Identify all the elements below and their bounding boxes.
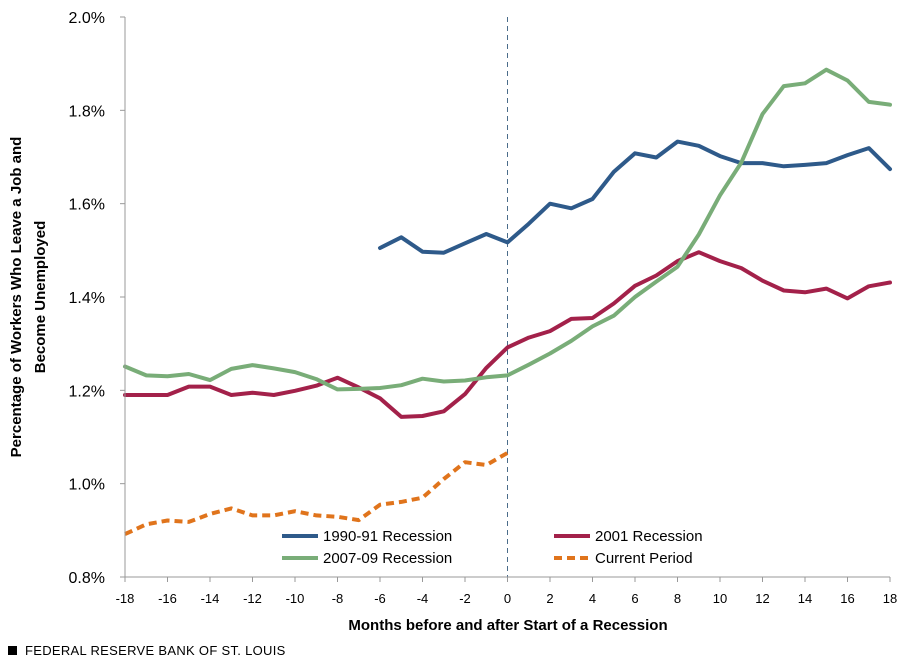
- x-tick-label: 12: [755, 591, 769, 606]
- x-tick-label: -12: [243, 591, 262, 606]
- y-tick-label: 0.8%: [69, 570, 105, 587]
- y-tick-label: 1.6%: [69, 197, 105, 214]
- x-tick-label: 8: [674, 591, 681, 606]
- legend: 1990-91 Recession 2001 Recession 2007-09…: [282, 528, 703, 567]
- x-tick-label: 0: [504, 591, 511, 606]
- x-tick-label: -10: [286, 591, 305, 606]
- y-tick-label: 1.2%: [69, 383, 105, 400]
- x-tick-label: -8: [332, 591, 344, 606]
- line-chart: 0.8% 1.0% 1.2% 1.4% 1.6% 1.8% 2.0% -18 -16 -14 -1…: [8, 10, 897, 634]
- legend-label-current: Current Period: [595, 550, 693, 567]
- legend-label-2001: 2001 Recession: [595, 528, 703, 545]
- x-tick-label: -14: [201, 591, 220, 606]
- series-line-current-period: [124, 451, 509, 536]
- x-tick-label: -6: [374, 591, 386, 606]
- legend-label-2007-09: 2007-09 Recession: [323, 550, 452, 567]
- x-tick-label: 10: [713, 591, 727, 606]
- y-axis-title-line-2: Become Unemployed: [32, 221, 49, 374]
- x-tick-label: 18: [883, 591, 897, 606]
- x-tick-label: 14: [798, 591, 812, 606]
- footer-square-icon: [8, 646, 17, 655]
- x-tick-label: -16: [158, 591, 177, 606]
- series-line-2007-09-recession: [123, 67, 892, 392]
- series-line-2001-recession: [123, 250, 892, 419]
- x-tick-label: 4: [589, 591, 596, 606]
- x-tick-label: 6: [631, 591, 638, 606]
- x-tick-label: -4: [417, 591, 429, 606]
- series-line-1990-91-recession: [378, 139, 892, 255]
- y-tick-label: 2.0%: [69, 10, 105, 27]
- legend-label-1990-91: 1990-91 Recession: [323, 528, 452, 545]
- y-tick-label: 1.8%: [69, 103, 105, 120]
- x-tick-label: -18: [116, 591, 135, 606]
- footer-source-text: FEDERAL RESERVE BANK OF ST. LOUIS: [25, 643, 286, 658]
- x-tick-label: -2: [459, 591, 471, 606]
- y-axis-title-line-1: Percentage of Workers Who Leave a Job an…: [8, 137, 25, 458]
- x-tick-label: 2: [546, 591, 553, 606]
- x-tick-label: 16: [840, 591, 854, 606]
- y-tick-label: 1.4%: [69, 290, 105, 307]
- x-axis-title: Months before and after Start of a Reces…: [348, 617, 667, 634]
- footer-source: FEDERAL RESERVE BANK OF ST. LOUIS: [8, 643, 286, 658]
- y-tick-label: 1.0%: [69, 477, 105, 494]
